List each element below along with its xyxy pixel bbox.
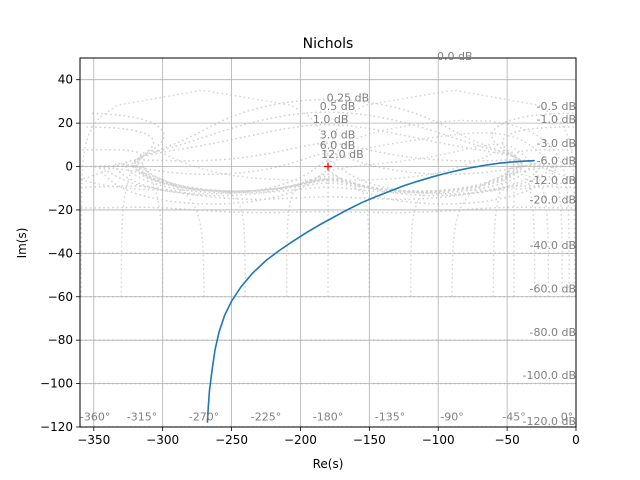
closed-loop-mag-label: -40.0 dB [530, 239, 577, 252]
closed-loop-mag-label: 0.0 dB [437, 50, 473, 63]
closed-loop-mag-label: -12.0 dB [530, 174, 577, 187]
marks-layer [79, 57, 577, 428]
closed-loop-phase-label: -180° [313, 410, 343, 423]
closed-loop-phase-contour [328, 178, 370, 297]
closed-loop-mag-contour [114, 152, 542, 197]
closed-loop-phase-contour [327, 131, 563, 297]
x-tick-label: −250 [215, 433, 248, 447]
closed-loop-phase-contour [327, 119, 570, 297]
closed-loop-phase-contour [328, 149, 536, 297]
closed-loop-mag-label: -1.0 dB [537, 113, 577, 126]
closed-loop-mag-label: 3.0 dB [320, 128, 356, 141]
x-tick-label: −50 [494, 433, 519, 447]
closed-loop-mag-contour [82, 149, 576, 192]
y-tick-label: −20 [48, 203, 73, 217]
plot-frame [79, 57, 577, 428]
y-tick-label: 0 [65, 160, 73, 174]
closed-loop-phase-label: 0° [561, 410, 574, 423]
closed-loop-phase-label: -135° [375, 410, 405, 423]
chart-title: Nichols [303, 36, 354, 52]
closed-loop-mag-label: 12.0 dB [321, 148, 364, 161]
closed-loop-mag-contour [92, 112, 576, 192]
closed-loop-phase-label: -225° [251, 410, 281, 423]
closed-loop-mag-label: -120.0 dB [523, 415, 577, 428]
y-tick-label: −120 [40, 420, 73, 434]
closed-loop-phase-contour [286, 178, 328, 297]
closed-loop-mag-label: 6.0 dB [320, 139, 356, 152]
closed-loop-mag-contour [81, 164, 576, 194]
closed-loop-mag-label: -20.0 dB [530, 193, 577, 206]
closed-loop-phase-label: -270° [189, 410, 219, 423]
closed-loop-mag-label: -80.0 dB [530, 326, 577, 339]
closed-loop-mag-label: -0.5 dB [537, 100, 577, 113]
y-axis-label: Im(s) [15, 228, 29, 259]
y-tick-label: −80 [48, 333, 73, 347]
closed-loop-phase-contour [120, 149, 328, 297]
closed-loop-phase-label: -360° [80, 410, 110, 423]
x-tick-label: −350 [77, 433, 110, 447]
series-layer [206, 159, 535, 423]
critical-point-marker [324, 162, 332, 171]
x-tick-label: −100 [422, 433, 455, 447]
closed-loop-mag-contour [80, 206, 576, 214]
ticks-layer: −350 −300 −250 −200 −150 −100 −50 0−120−100−80−… [40, 73, 580, 447]
closed-loop-mag-label: -60.0 dB [530, 282, 577, 295]
closed-loop-phase-contour [327, 143, 550, 297]
closed-loop-phase-contour [492, 160, 576, 297]
y-tick-label: 40 [58, 73, 73, 87]
x-tick-label: −150 [353, 433, 386, 447]
nichols-labels: 0.0 dB 0.25 dB0.5 dB1.0 dB 3.0 dB6.0 dB12.… [80, 50, 576, 428]
y-tick-label: −60 [48, 290, 73, 304]
x-tick-label: −300 [146, 433, 179, 447]
closed-loop-mag-contour [124, 142, 532, 194]
x-tick-label: −200 [284, 433, 317, 447]
x-tick-label: 0 [572, 433, 580, 447]
closed-loop-mag-label: -100.0 dB [523, 369, 577, 382]
closed-loop-phase-label: -45° [502, 410, 525, 423]
x-axis-label: Re(s) [313, 457, 344, 471]
series-line [206, 159, 535, 423]
closed-loop-mag-label: 0.25 dB [327, 91, 370, 104]
closed-loop-phase-contour [327, 89, 576, 297]
closed-loop-mag-label: -3.0 dB [537, 137, 577, 150]
closed-loop-mag-label: 1.0 dB [313, 113, 349, 126]
closed-loop-mag-label: 0.5 dB [320, 100, 356, 113]
closed-loop-mag-label: -6.0 dB [537, 154, 577, 167]
closed-loop-phase-contour [80, 178, 246, 297]
y-tick-label: −100 [40, 377, 73, 391]
closed-loop-phase-contour [410, 178, 576, 297]
closed-loop-phase-contour [80, 89, 329, 297]
closed-loop-phase-label: -90° [440, 410, 463, 423]
y-tick-label: 20 [58, 116, 73, 130]
closed-loop-phase-label: -315° [127, 410, 157, 423]
y-tick-label: −40 [48, 246, 73, 260]
